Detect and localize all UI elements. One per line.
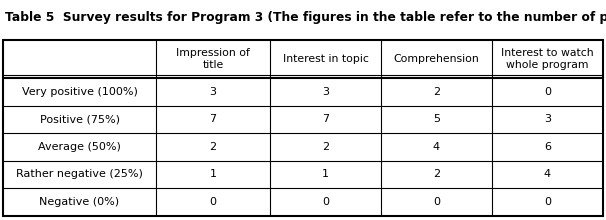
Text: 1: 1 <box>210 169 216 179</box>
Text: 3: 3 <box>544 114 551 124</box>
Text: 6: 6 <box>544 142 551 152</box>
Text: 5: 5 <box>433 114 440 124</box>
Text: 0: 0 <box>544 87 551 97</box>
Text: 4: 4 <box>544 169 551 179</box>
Text: Comprehension: Comprehension <box>394 54 479 64</box>
Text: Positive (75%): Positive (75%) <box>39 114 119 124</box>
Text: 7: 7 <box>322 114 329 124</box>
Text: 4: 4 <box>433 142 440 152</box>
Text: 0: 0 <box>433 197 440 207</box>
Text: 2: 2 <box>210 142 216 152</box>
Text: 2: 2 <box>433 169 440 179</box>
Text: 2: 2 <box>433 87 440 97</box>
Text: 3: 3 <box>210 87 216 97</box>
Text: Rather negative (25%): Rather negative (25%) <box>16 169 143 179</box>
Text: Interest in topic: Interest in topic <box>282 54 368 64</box>
Text: 1: 1 <box>322 169 329 179</box>
Text: 0: 0 <box>210 197 216 207</box>
Text: Very positive (100%): Very positive (100%) <box>22 87 138 97</box>
Text: Average (50%): Average (50%) <box>38 142 121 152</box>
Text: 2: 2 <box>322 142 329 152</box>
Text: Negative (0%): Negative (0%) <box>39 197 119 207</box>
Text: 3: 3 <box>322 87 329 97</box>
Text: 7: 7 <box>210 114 216 124</box>
Text: Table 5  Survey results for Program 3 (The figures in the table refer to the num: Table 5 Survey results for Program 3 (Th… <box>5 11 606 24</box>
Text: Impression of
title: Impression of title <box>176 48 250 70</box>
Text: 0: 0 <box>544 197 551 207</box>
Text: 0: 0 <box>322 197 329 207</box>
Text: Interest to watch
whole program: Interest to watch whole program <box>501 48 594 70</box>
